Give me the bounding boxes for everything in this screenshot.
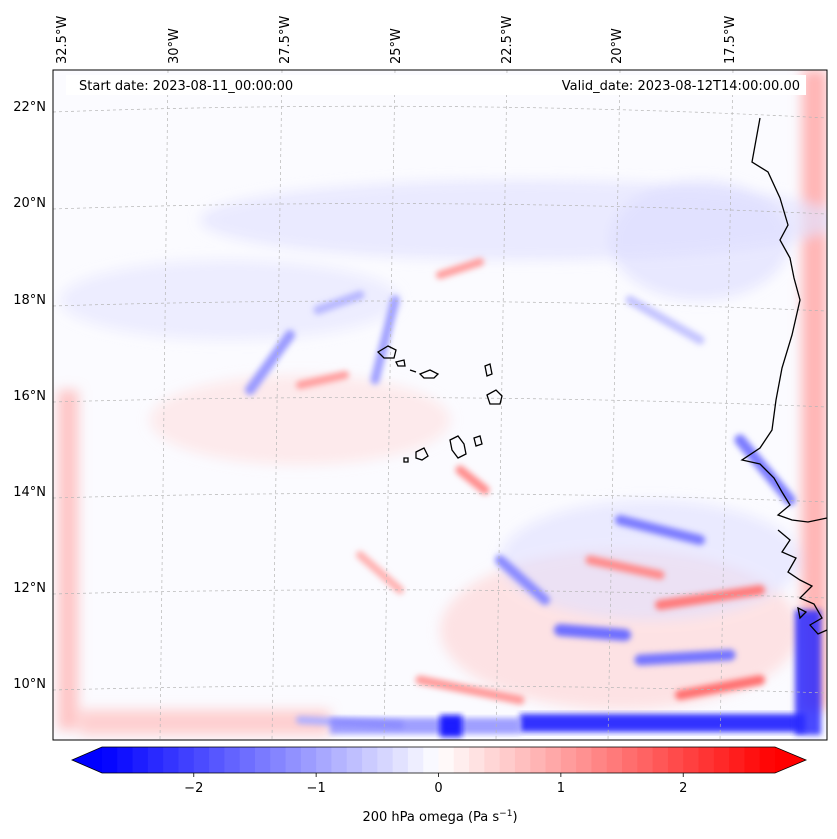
colorbar-step xyxy=(453,747,470,773)
coastline xyxy=(376,117,827,635)
omega-field xyxy=(58,70,827,737)
colorbar-step xyxy=(591,747,608,773)
colorbar-step xyxy=(163,747,180,773)
colorbar-step xyxy=(392,747,409,773)
colorbar-ticks: −2 −1 0 1 2 xyxy=(184,773,687,796)
colorbar-step xyxy=(285,747,302,773)
colorbar-step xyxy=(698,747,715,773)
colorbar-extend-max xyxy=(775,747,806,773)
colorbar-step xyxy=(346,747,363,773)
colorbar-step xyxy=(484,747,501,773)
longitude-labels: 32.5°W 30°W 27.5°W 25°W 22.5°W 20°W 17.5… xyxy=(55,16,738,64)
colorbar-step xyxy=(713,747,730,773)
colorbar-step xyxy=(147,747,164,773)
colorbar-step xyxy=(254,747,271,773)
colorbar-step xyxy=(652,747,669,773)
colorbar-step xyxy=(606,747,623,773)
colorbar: −2 −1 0 1 2 200 hPa omega (Pa s−1) xyxy=(70,746,808,825)
colorbar-step xyxy=(514,747,531,773)
colorbar-tick-label: −1 xyxy=(307,781,326,796)
colorbar-step xyxy=(683,747,700,773)
colorbar-outline xyxy=(70,746,808,774)
colorbar-step xyxy=(576,747,593,773)
colorbar-step xyxy=(102,747,118,773)
colorbar-tick-label: 2 xyxy=(679,781,687,796)
lon-label: 27.5°W xyxy=(278,16,293,64)
colorbar-step xyxy=(744,747,761,773)
colorbar-step xyxy=(362,747,378,773)
colorbar-step xyxy=(759,747,776,773)
colorbar-extend-min xyxy=(72,747,102,773)
omega-streaks xyxy=(245,258,796,729)
colorbar-step xyxy=(224,747,241,773)
lat-label: 16°N xyxy=(13,389,46,404)
colorbar-step xyxy=(132,747,149,773)
lat-label: 12°N xyxy=(13,581,46,596)
colorbar-step xyxy=(300,747,317,773)
map-frame xyxy=(52,69,828,741)
colorbar-step xyxy=(377,747,394,773)
lon-label: 30°W xyxy=(167,28,182,64)
lat-label: 14°N xyxy=(13,485,46,500)
lon-label: 32.5°W xyxy=(55,16,70,64)
colorbar-step xyxy=(667,747,684,773)
colorbar-step xyxy=(729,747,746,773)
colorbar-step xyxy=(331,747,348,773)
lat-label: 18°N xyxy=(13,293,46,308)
colorbar-step xyxy=(239,747,256,773)
colorbar-step xyxy=(545,747,562,773)
start-date-text: Start date: 2023-08-11_00:00:00 xyxy=(79,79,293,94)
colorbar-step xyxy=(438,747,455,773)
lat-label: 20°N xyxy=(13,196,46,211)
header-strip xyxy=(66,75,806,95)
colorbar-tick-label: −2 xyxy=(184,781,203,796)
valid-date-text: Valid_date: 2023-08-12T14:00:00.00 xyxy=(562,79,800,94)
latitude-labels: 22°N 20°N 18°N 16°N 14°N 12°N 10°N xyxy=(13,100,46,692)
colorbar-label: 200 hPa omega (Pa s−1) xyxy=(362,809,517,825)
colorbar-step xyxy=(423,747,440,773)
colorbar-step xyxy=(407,747,424,773)
colorbar-fill xyxy=(72,747,806,773)
colorbar-tick-label: 1 xyxy=(557,781,565,796)
lat-label: 22°N xyxy=(13,100,46,115)
colorbar-step xyxy=(209,747,225,773)
lon-label: 22.5°W xyxy=(500,16,515,64)
colorbar-step xyxy=(316,747,333,773)
colorbar-step xyxy=(469,747,485,773)
colorbar-tick-label: 0 xyxy=(434,781,442,796)
colorbar-step xyxy=(622,747,638,773)
map-panel: Start date: 2023-08-11_00:00:00 Valid_da… xyxy=(52,69,828,741)
lon-label: 17.5°W xyxy=(723,16,738,64)
colorbar-step xyxy=(499,747,516,773)
omega-strong-bands xyxy=(330,610,821,737)
colorbar-step xyxy=(637,747,654,773)
lon-label: 25°W xyxy=(389,28,404,64)
lat-label: 10°N xyxy=(13,677,46,692)
colorbar-step xyxy=(560,747,577,773)
graticule xyxy=(53,70,827,740)
colorbar-step xyxy=(178,747,195,773)
colorbar-step xyxy=(530,747,547,773)
colorbar-step xyxy=(193,747,210,773)
colorbar-step xyxy=(117,747,134,773)
colorbar-step xyxy=(270,747,287,773)
lon-label: 20°W xyxy=(610,28,625,64)
